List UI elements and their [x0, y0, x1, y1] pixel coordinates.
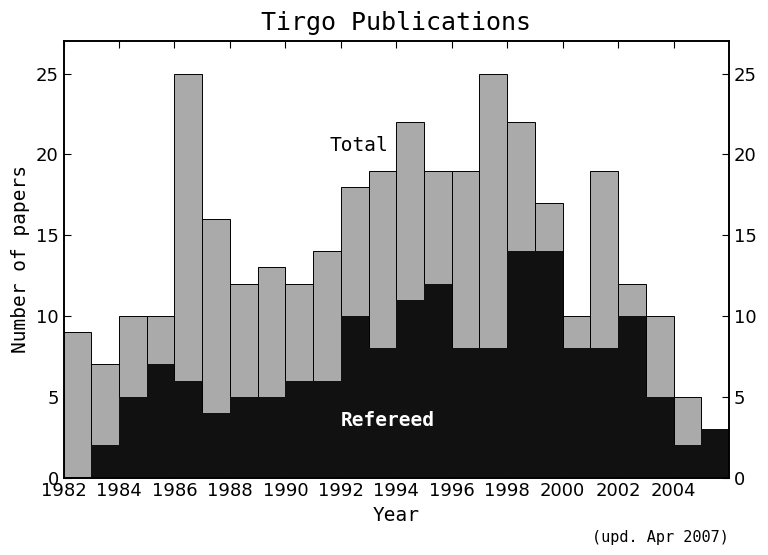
Text: Refereed: Refereed — [341, 411, 435, 430]
Bar — [507, 251, 535, 478]
Bar — [479, 349, 507, 478]
Bar — [119, 316, 147, 478]
Bar — [341, 186, 369, 478]
Bar — [230, 397, 257, 478]
Y-axis label: Number of papers: Number of papers — [11, 165, 30, 354]
Bar — [396, 300, 424, 478]
Bar — [674, 397, 701, 478]
Title: Tirgo Publications: Tirgo Publications — [261, 11, 531, 35]
Bar — [479, 74, 507, 478]
Bar — [535, 251, 563, 478]
Bar — [257, 268, 286, 478]
Bar — [563, 349, 591, 478]
Bar — [452, 170, 479, 478]
Bar — [91, 365, 119, 478]
Bar — [147, 316, 174, 478]
Bar — [313, 251, 341, 478]
Bar — [618, 284, 646, 478]
Bar — [230, 284, 257, 478]
Bar — [64, 332, 91, 478]
Bar — [591, 170, 618, 478]
Bar — [257, 397, 286, 478]
Bar — [313, 381, 341, 478]
Bar — [202, 413, 230, 478]
Text: Total: Total — [329, 136, 389, 155]
Bar — [369, 349, 396, 478]
Bar — [424, 170, 452, 478]
Bar — [591, 349, 618, 478]
Bar — [701, 429, 729, 478]
Bar — [341, 316, 369, 478]
Bar — [563, 316, 591, 478]
Text: (upd. Apr 2007): (upd. Apr 2007) — [592, 530, 729, 545]
Bar — [701, 429, 729, 478]
Bar — [396, 122, 424, 478]
Bar — [618, 316, 646, 478]
Bar — [286, 284, 313, 478]
Bar — [674, 445, 701, 478]
Bar — [452, 349, 479, 478]
Bar — [369, 170, 396, 478]
Bar — [174, 381, 202, 478]
Bar — [507, 122, 535, 478]
Bar — [91, 445, 119, 478]
Bar — [646, 397, 674, 478]
Bar — [174, 74, 202, 478]
Bar — [202, 219, 230, 478]
Bar — [424, 284, 452, 478]
Bar — [286, 381, 313, 478]
Bar — [147, 365, 174, 478]
Bar — [535, 203, 563, 478]
X-axis label: Year: Year — [372, 506, 420, 525]
Bar — [646, 316, 674, 478]
Bar — [119, 397, 147, 478]
